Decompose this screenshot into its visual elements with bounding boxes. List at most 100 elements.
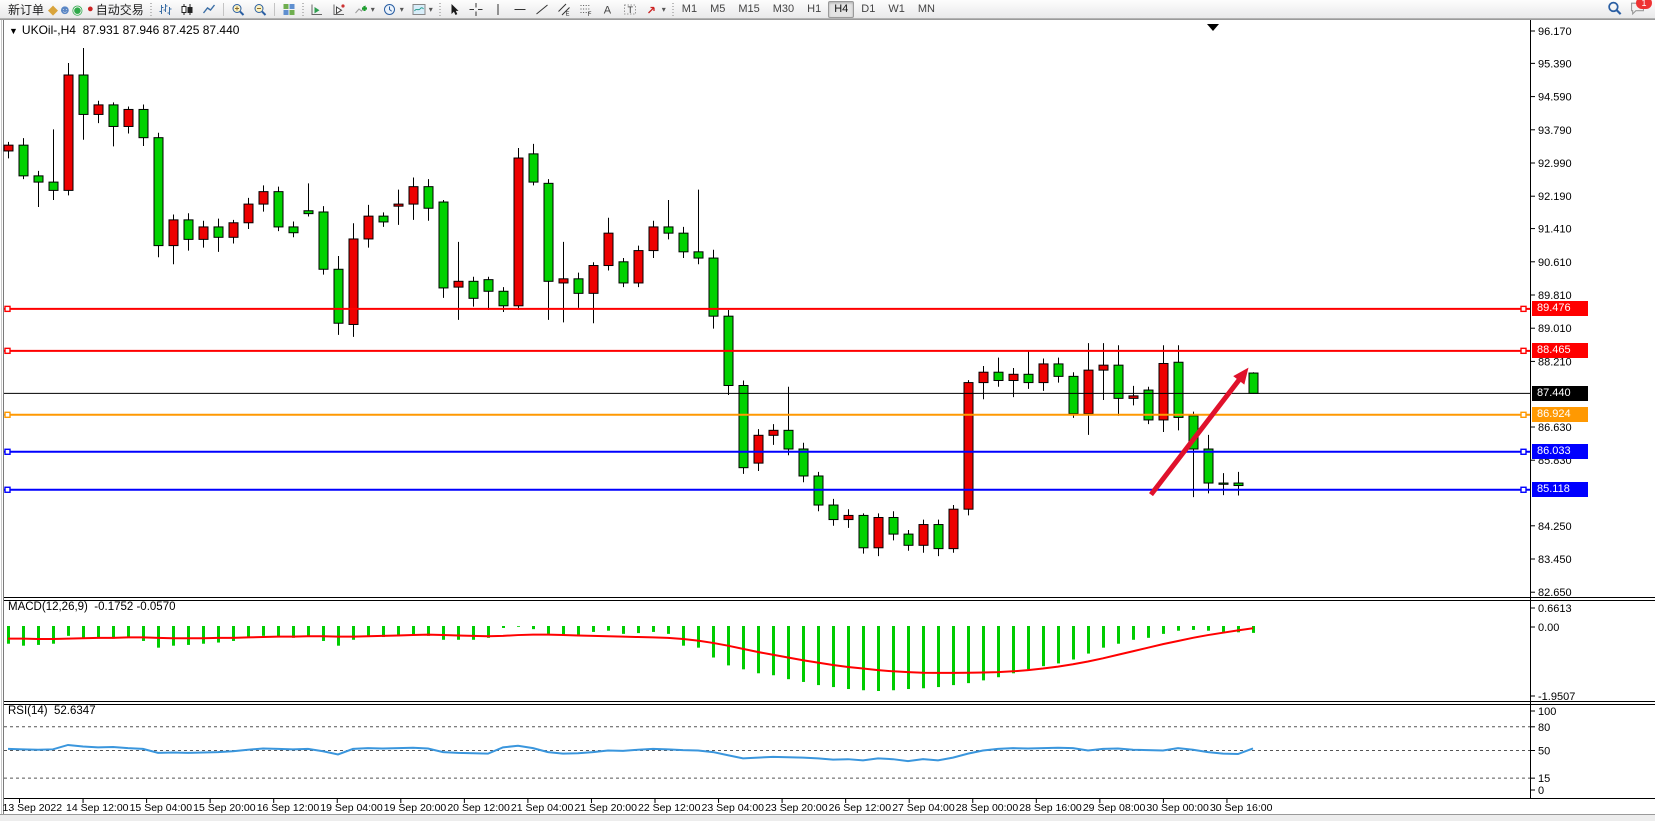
- timeframe-h1[interactable]: H1: [807, 3, 822, 15]
- zoom-in-button[interactable]: [227, 0, 249, 19]
- arrows-button[interactable]: ▾: [641, 0, 670, 19]
- timeframe-h4[interactable]: H4: [828, 0, 855, 18]
- timeframe-mn[interactable]: MN: [917, 3, 935, 15]
- candle-body: [1068, 375, 1079, 415]
- timeframe-m1[interactable]: M1: [681, 3, 698, 15]
- candle-body: [1158, 362, 1169, 421]
- user-icon[interactable]: ☻: [58, 1, 72, 17]
- cursor-button[interactable]: [443, 0, 465, 19]
- time-label: 21 Sep 20:00: [574, 802, 637, 814]
- candle-body: [453, 280, 464, 288]
- line-chart-button[interactable]: [198, 0, 220, 19]
- candle-body: [963, 382, 974, 510]
- svg-text:A: A: [603, 4, 611, 16]
- rsi-axis-tick: 80: [1538, 722, 1550, 734]
- auto-trading-button[interactable]: ● 自动交易: [83, 0, 148, 19]
- chart-shift-button[interactable]: ▾: [408, 0, 437, 19]
- price-line-badge: 89.476: [1532, 301, 1588, 317]
- candle-body: [33, 175, 44, 183]
- new-order-label: 新订单: [8, 2, 45, 17]
- price-tick: 86.630: [1538, 422, 1572, 434]
- periods-clock-button[interactable]: ▾: [379, 0, 408, 19]
- chart-list-icon: [310, 3, 324, 16]
- trendline-button[interactable]: [531, 0, 553, 19]
- candle-body: [18, 144, 29, 177]
- periods-clock-icon: [383, 3, 397, 16]
- timeframe-w1[interactable]: W1: [888, 3, 905, 15]
- candle-body: [378, 215, 389, 223]
- candle-body: [393, 203, 404, 207]
- timeframe-m5[interactable]: M5: [710, 3, 726, 15]
- candle-body: [303, 210, 314, 215]
- chevron-down-icon[interactable]: ▼: [9, 26, 18, 36]
- horizontal-line-button[interactable]: [509, 0, 531, 19]
- arrows-icon: [645, 3, 659, 16]
- rsi-value: 52.6347: [54, 705, 96, 717]
- time-label: 23 Sep 04:00: [702, 802, 765, 814]
- candle-body: [513, 157, 524, 307]
- candle-body: [543, 182, 554, 282]
- text-button[interactable]: A: [597, 0, 619, 19]
- candlestick-chart-button[interactable]: [176, 0, 198, 19]
- price-line-badge: 85.118: [1532, 482, 1588, 498]
- candle-body: [978, 371, 989, 384]
- candle-body: [423, 186, 434, 209]
- candle-body: [243, 203, 254, 224]
- horizontal-line-icon: [513, 3, 527, 16]
- text-label-button[interactable]: T: [619, 0, 641, 19]
- text-label-icon: T: [623, 3, 637, 16]
- candle-body: [873, 516, 884, 549]
- candle-body: [993, 371, 1004, 382]
- macd-label: MACD(12,26,9) -0.1752 -0.0570: [8, 601, 175, 613]
- candle-body: [3, 144, 14, 152]
- candle-body: [1143, 389, 1154, 421]
- rsi-axis-tick: 50: [1538, 746, 1550, 758]
- autotrading-icon: ●: [87, 2, 94, 15]
- time-label: 28 Sep 00:00: [956, 802, 1019, 814]
- candle-body: [558, 278, 569, 284]
- price-line-badge: 86.033: [1532, 444, 1588, 460]
- chat-button[interactable]: 1: [1630, 0, 1652, 18]
- price-tick: 96.170: [1538, 26, 1572, 38]
- price-level-lines: [4, 305, 1530, 493]
- new-order-button[interactable]: 新订单: [4, 0, 48, 19]
- toolbar: 新订单 ◆ ☻ ◉ ● 自动交易 ▾ ▾ ▾ E F A T ▾ M1 M5 M15 M30 H1 H…: [0, 0, 1655, 19]
- fibonacci-button[interactable]: F: [575, 0, 597, 19]
- equidistant-channel-icon: E: [557, 3, 571, 16]
- candle-body: [63, 74, 74, 191]
- add-indicator-button[interactable]: ▾: [350, 0, 379, 19]
- time-label: 13 Sep 2022: [3, 802, 63, 814]
- candle-body: [828, 504, 839, 521]
- candle-body: [483, 279, 494, 292]
- rsi-axis-tick: 100: [1538, 706, 1556, 718]
- tile-windows-button[interactable]: [278, 0, 300, 19]
- timeframe-m15[interactable]: M15: [738, 3, 760, 15]
- yellow-cube-icon[interactable]: ◆: [48, 1, 59, 17]
- macd-values: -0.1752 -0.0570: [94, 601, 176, 613]
- bars-chart-button[interactable]: [154, 0, 176, 19]
- time-label: 14 Sep 12:00: [66, 802, 129, 814]
- time-label: 27 Sep 04:00: [892, 802, 955, 814]
- price-tick: 89.010: [1538, 323, 1572, 335]
- search-icon[interactable]: [1607, 1, 1622, 18]
- chart-next-button[interactable]: [328, 0, 350, 19]
- equidistant-channel-button[interactable]: E: [553, 0, 575, 19]
- price-tick: 88.210: [1538, 356, 1572, 368]
- signals-icon[interactable]: ◉: [71, 1, 84, 17]
- candle-body: [768, 429, 779, 436]
- candle-body: [618, 261, 629, 284]
- candle-body: [138, 108, 149, 139]
- chart-list-button[interactable]: [306, 0, 328, 19]
- crosshair-button[interactable]: [465, 0, 487, 19]
- timeframe-m30[interactable]: M30: [772, 3, 795, 15]
- candle-body: [753, 434, 764, 464]
- vertical-line-button[interactable]: [487, 0, 509, 19]
- timeframe-d1[interactable]: D1: [861, 3, 876, 15]
- zoom-out-button[interactable]: [249, 0, 271, 19]
- candle-body: [918, 524, 929, 546]
- time-label: 19 Sep 20:00: [384, 802, 447, 814]
- candle-body: [573, 278, 584, 294]
- time-label: 30 Sep 16:00: [1210, 802, 1273, 814]
